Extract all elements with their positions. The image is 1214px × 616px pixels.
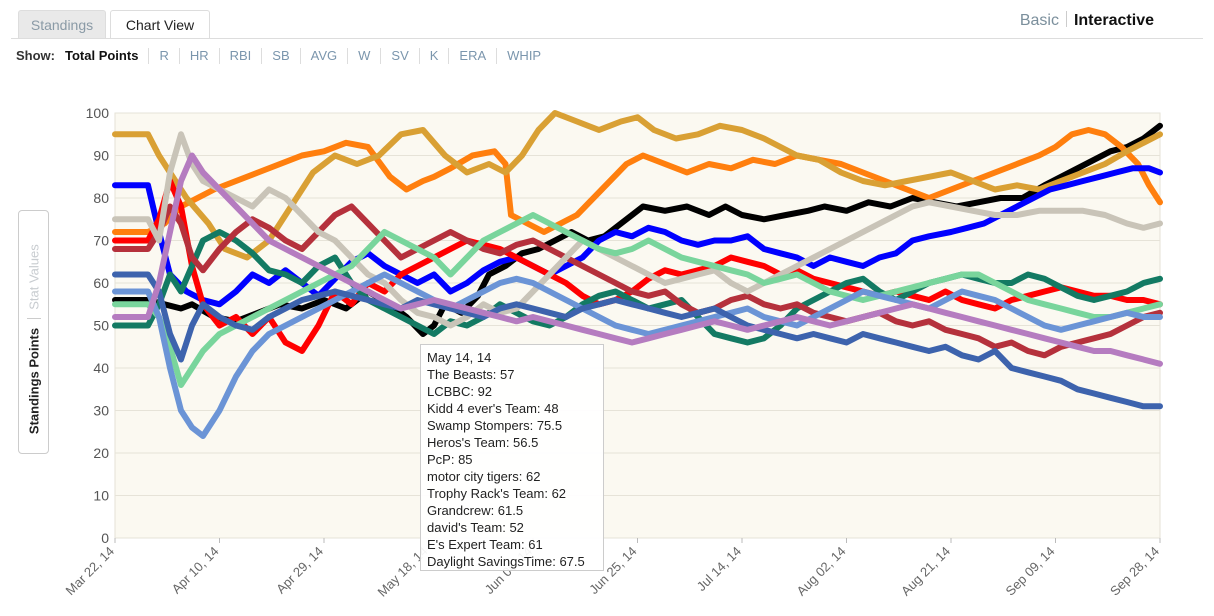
x-tick-label: Apr 10, 14 (169, 544, 222, 597)
view-mode-separator (1065, 11, 1067, 27)
x-axis: Mar 22, 14 Apr 10, 14 Apr 29, 14 May 18, 14… (63, 538, 1162, 600)
x-tick-label: Apr 29, 14 (273, 544, 326, 597)
view-mode-switch: Basic Interactive (1020, 11, 1154, 30)
toggle-separator (27, 318, 41, 319)
y-tick-label: 10 (93, 488, 109, 504)
stat-filter-bar: Show: Total Points R HR RBI SB AVG W SV K ERA WHIP (16, 48, 551, 64)
x-tick-label: Sep 09, 14 (1003, 544, 1058, 599)
tooltip-line: Swamp Stompers: 75.5 (427, 418, 563, 433)
series-line (112, 152, 1163, 367)
series-line (112, 271, 1163, 439)
tab-chart-view[interactable]: Chart View (110, 10, 210, 39)
x-tick-label: Aug 02, 14 (794, 544, 849, 599)
tooltip-line: Heros's Team: 56.5 (427, 435, 539, 450)
tooltip-date: May 14, 14 (427, 350, 492, 365)
tooltip-line: Grandcrew: 61.5 (427, 503, 524, 518)
x-tick-label: Mar 22, 14 (63, 544, 118, 599)
show-option-avg[interactable]: AVG (299, 48, 348, 64)
series-line (112, 127, 1163, 235)
show-option-rbi[interactable]: RBI (218, 48, 262, 64)
tooltip-line: E's Expert Team: 61 (427, 537, 543, 552)
y-tick-label: 70 (93, 233, 109, 249)
show-option-r[interactable]: R (148, 48, 178, 64)
show-option-whip[interactable]: WHIP (496, 48, 551, 64)
chart-tooltip: May 14, 14 The Beasts: 57 LCBBC: 92 Kidd… (420, 344, 604, 571)
tooltip-line: The Beasts: 57 (427, 367, 515, 382)
tooltip-line: Daylight SavingsTime: 67.5 (427, 554, 585, 569)
tooltip-line: motor city tigers: 62 (427, 469, 541, 484)
show-option-w[interactable]: W (347, 48, 380, 64)
tooltip-line: Trophy Rack's Team: 62 (427, 486, 567, 501)
series-line (112, 110, 1163, 261)
interactive-view-link[interactable]: Interactive (1073, 12, 1154, 29)
y-tick-label: 20 (93, 445, 109, 461)
show-option-sv[interactable]: SV (380, 48, 418, 64)
show-option-total-points[interactable]: Total Points (65, 48, 139, 63)
show-label: Show: (16, 48, 55, 63)
series-line (112, 203, 1163, 359)
y-tick-label: 0 (101, 530, 109, 546)
show-option-sb[interactable]: SB (261, 48, 299, 64)
y-tick-label: 60 (93, 275, 109, 291)
show-option-hr[interactable]: HR (178, 48, 219, 64)
x-tick-label: Aug 21, 14 (898, 544, 953, 599)
basic-view-link[interactable]: Basic (1019, 12, 1059, 29)
x-tick-label: Sep 28, 14 (1107, 544, 1162, 599)
tab-standings[interactable]: Standings (18, 10, 106, 38)
y-tick-label: 50 (93, 318, 109, 334)
series-line (112, 271, 1163, 410)
series-line (112, 212, 1163, 388)
tooltip-line: david's Team: 52 (427, 520, 524, 535)
show-option-k[interactable]: K (418, 48, 449, 64)
tooltip-line: PcP: 85 (427, 452, 473, 467)
series-lines (112, 110, 1163, 439)
tooltip-line: LCBBC: 92 (427, 384, 493, 399)
show-option-era[interactable]: ERA (448, 48, 496, 64)
y-axis: 0 10 20 30 40 50 60 70 80 90 100 (86, 105, 110, 546)
y-tick-label: 100 (86, 105, 110, 121)
y-tick-label: 30 (93, 403, 109, 419)
y-tick-label: 40 (93, 360, 109, 376)
y-tick-label: 90 (93, 148, 109, 164)
x-tick-label: Jul 14, 14 (694, 544, 744, 594)
y-tick-label: 80 (93, 190, 109, 206)
series-line (112, 122, 1163, 337)
tab-divider (11, 38, 1203, 39)
tooltip-line: Kidd 4 ever's Team: 48 (427, 401, 559, 416)
y-mode-toggle: Stat Values Standings Points (18, 210, 49, 454)
